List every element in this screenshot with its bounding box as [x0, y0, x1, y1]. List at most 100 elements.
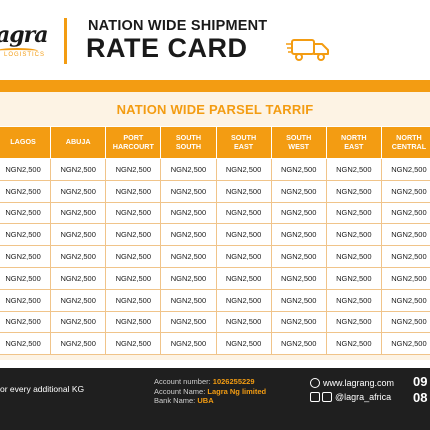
account-name: Lagra Ng limited [207, 386, 267, 396]
rate-cell: NGN2,500 [0, 266, 52, 290]
column-header-text: PORT [123, 133, 144, 143]
rate-cell: NGN2,500 [270, 288, 327, 312]
rate-cell: NGN2,500 [50, 310, 107, 334]
rate-cell: NGN2,500 [160, 266, 217, 290]
rate-cell: NGN2,500 [160, 288, 217, 312]
table-row: NGN2,500 NGN2,500 NGN2,500 NGN2,500 NGN2,500… [0, 223, 430, 247]
rate-cell: NGN2,500 [0, 201, 52, 225]
orange-band [0, 80, 430, 92]
additional-kg-note: or every additional KG [0, 384, 85, 394]
rate-cell: NGN2,500 [215, 245, 272, 268]
social-row: @lagra_africa [310, 390, 394, 404]
globe-icon [310, 378, 320, 388]
column-header: LAGOS [0, 126, 52, 159]
account-details: Account number: 1026255229 Account Name:… [154, 377, 266, 406]
column-header-text: ABUJA [65, 137, 91, 147]
rate-cell: NGN2,500 [0, 245, 52, 268]
social-handle[interactable]: @lagra_africa [335, 392, 392, 402]
logo-text: agra [0, 22, 48, 48]
rate-cell: NGN2,500 [380, 158, 430, 181]
rate-cell: NGN2,500 [215, 266, 272, 290]
rate-cell: NGN2,500 [105, 245, 162, 268]
header: agra LOGISTICS NATION WIDE SHIPMENT RATE… [0, 0, 430, 78]
column-header-text: SOUTH [175, 141, 202, 151]
rate-cell: NGN2,500 [270, 310, 327, 334]
rate-cell: NGN2,500 [325, 158, 382, 181]
column-header: SOUTH SOUTH [160, 126, 217, 159]
rate-cell: NGN2,500 [50, 158, 107, 181]
title-top: NATION WIDE SHIPMENT [88, 18, 268, 34]
column-header-text: HARCOURT [112, 141, 154, 151]
rate-cell: NGN2,500 [325, 332, 382, 356]
rate-cell: NGN2,500 [160, 223, 217, 247]
column-header: SOUTH WEST [270, 126, 327, 159]
account-number: 1026255229 [212, 377, 255, 386]
column-header: NORTH EAST [325, 126, 382, 159]
rate-cell: NGN2,500 [105, 310, 162, 334]
logo-subtitle: LOGISTICS [4, 52, 46, 58]
rate-cell: NGN2,500 [380, 179, 430, 203]
column-header: NORTH CENTRAL [380, 126, 430, 159]
website[interactable]: www.lagrang.com [323, 378, 395, 388]
rate-cell: NGN2,500 [325, 266, 382, 290]
rate-cell: NGN2,500 [380, 332, 430, 356]
rate-cell: NGN2,500 [215, 179, 272, 203]
rate-cell: NGN2,500 [105, 158, 162, 181]
column-header: PORT HARCOURT [105, 126, 162, 159]
column-header-text: NORTH [341, 133, 367, 143]
truck-icon [286, 39, 329, 61]
table-row: NGN2,500 NGN2,500 NGN2,500 NGN2,500 NGN2,500… [0, 179, 430, 203]
rate-cell: NGN2,500 [215, 201, 272, 225]
column-header: SOUTH EAST [215, 126, 272, 159]
column-header-text: SOUTH [175, 133, 202, 143]
phone-2[interactable]: 08 [413, 390, 428, 405]
logo: agra LOGISTICS [0, 22, 48, 66]
table-row: NGN2,500 NGN2,500 NGN2,500 NGN2,500 NGN2,500… [0, 288, 430, 312]
rate-cell: NGN2,500 [0, 310, 52, 334]
rate-cell: NGN2,500 [380, 310, 430, 334]
rate-cell: NGN2,500 [215, 310, 272, 334]
rate-cell: NGN2,500 [325, 201, 382, 225]
table-header-row: LAGOS ABUJA PORT HARCOURT SOUTH SOUTH SOUTH EAS… [0, 126, 430, 159]
website-row: www.lagrang.com [310, 376, 394, 390]
account-name-label: Account Name: [154, 386, 206, 396]
table-row: NGN2,500 NGN2,500 NGN2,500 NGN2,500 NGN2,500… [0, 158, 430, 181]
phone-1[interactable]: 09 [413, 374, 428, 389]
rate-table: LAGOS ABUJA PORT HARCOURT SOUTH SOUTH SOUTH EAS… [0, 126, 430, 356]
account-number-line: Account number: 1026255229 [154, 377, 266, 387]
rate-cell: NGN2,500 [50, 266, 107, 290]
page-title: RATE CARD [86, 33, 248, 63]
table-row: NGN2,500 NGN2,500 NGN2,500 NGN2,500 NGN2,500… [0, 245, 430, 268]
rate-cell: NGN2,500 [270, 332, 327, 356]
header-divider [64, 18, 67, 64]
column-header-text: EAST [233, 141, 254, 151]
rate-cell: NGN2,500 [380, 288, 430, 312]
rate-cell: NGN2,500 [0, 223, 52, 247]
rate-cell: NGN2,500 [270, 179, 327, 203]
rate-cell: NGN2,500 [105, 223, 162, 247]
rate-cell: NGN2,500 [50, 179, 107, 203]
rate-cell: NGN2,500 [270, 245, 327, 268]
rate-cell: NGN2,500 [380, 266, 430, 290]
facebook-icon [310, 392, 320, 402]
rate-cell: NGN2,500 [160, 332, 217, 356]
rate-cell: NGN2,500 [215, 332, 272, 356]
rate-cell: NGN2,500 [50, 223, 107, 247]
rate-cell: NGN2,500 [270, 158, 327, 181]
instagram-icon [322, 392, 332, 402]
rate-cell: NGN2,500 [50, 245, 107, 268]
table-row: NGN2,500 NGN2,500 NGN2,500 NGN2,500 NGN2,500… [0, 266, 430, 290]
rate-cell: NGN2,500 [160, 310, 217, 334]
account-number-label: Account number: [154, 377, 211, 386]
rate-cell: NGN2,500 [105, 266, 162, 290]
tariff-title: NATION WIDE PARSEL TARRIF [116, 102, 314, 117]
bank-name: UBA [197, 396, 214, 405]
rate-table-body: NGN2,500 NGN2,500 NGN2,500 NGN2,500 NGN2,500… [0, 158, 430, 356]
rate-cell: NGN2,500 [160, 158, 217, 181]
rate-cell: NGN2,500 [105, 201, 162, 225]
column-header-text: LAGOS [10, 137, 36, 147]
column-header-text: SOUTH [286, 133, 312, 143]
rate-cell: NGN2,500 [105, 179, 162, 203]
rate-cell: NGN2,500 [380, 223, 430, 247]
phone-numbers: 09 08 [413, 374, 427, 406]
